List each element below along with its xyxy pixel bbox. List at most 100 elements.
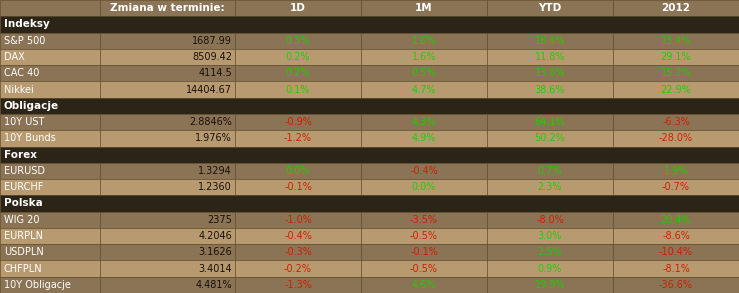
Bar xyxy=(235,33,361,49)
Text: -8.6%: -8.6% xyxy=(662,231,690,241)
Text: EURUSD: EURUSD xyxy=(4,166,45,176)
Bar xyxy=(613,212,739,228)
Bar xyxy=(0,179,100,195)
Bar xyxy=(487,0,613,16)
Bar xyxy=(100,81,235,98)
Text: -0.2%: -0.2% xyxy=(284,264,312,274)
Text: 10Y Bunds: 10Y Bunds xyxy=(4,133,55,143)
Bar xyxy=(487,228,613,244)
Text: 4114.5: 4114.5 xyxy=(198,68,232,78)
Text: -8.1%: -8.1% xyxy=(662,264,690,274)
Text: 0.0%: 0.0% xyxy=(412,182,436,192)
Bar xyxy=(0,228,100,244)
Bar xyxy=(100,260,235,277)
Text: 8509.42: 8509.42 xyxy=(192,52,232,62)
Bar xyxy=(361,163,487,179)
Bar xyxy=(613,33,739,49)
Bar xyxy=(613,163,739,179)
Text: -1.0%: -1.0% xyxy=(284,215,312,225)
Bar xyxy=(235,114,361,130)
Bar xyxy=(0,163,100,179)
Bar xyxy=(613,244,739,260)
Text: -0.1%: -0.1% xyxy=(284,182,312,192)
Text: 0.5%: 0.5% xyxy=(412,68,436,78)
Text: 1687.99: 1687.99 xyxy=(192,36,232,46)
Text: 10Y Obligacje: 10Y Obligacje xyxy=(4,280,71,290)
Bar xyxy=(361,33,487,49)
Text: Indeksy: Indeksy xyxy=(4,19,50,29)
Bar xyxy=(487,49,613,65)
Bar xyxy=(487,277,613,293)
Text: -10.4%: -10.4% xyxy=(659,247,693,257)
Bar xyxy=(235,130,361,146)
Text: 3.0%: 3.0% xyxy=(538,231,562,241)
Bar xyxy=(487,163,613,179)
Text: -36.6%: -36.6% xyxy=(659,280,693,290)
Text: EURCHF: EURCHF xyxy=(4,182,44,192)
Text: 3.4014: 3.4014 xyxy=(198,264,232,274)
Text: Polska: Polska xyxy=(4,198,43,209)
Text: EURPLN: EURPLN xyxy=(4,231,43,241)
Text: 4.481%: 4.481% xyxy=(195,280,232,290)
Bar xyxy=(0,244,100,260)
Text: 4.3%: 4.3% xyxy=(412,117,436,127)
Text: 1.6%: 1.6% xyxy=(412,52,436,62)
Bar xyxy=(235,244,361,260)
Text: 0.0%: 0.0% xyxy=(286,166,310,176)
Bar xyxy=(361,130,487,146)
Text: 13.0%: 13.0% xyxy=(535,68,565,78)
Bar xyxy=(487,179,613,195)
Text: Zmiana w terminie:: Zmiana w terminie: xyxy=(110,3,225,13)
Text: -0.5%: -0.5% xyxy=(410,264,438,274)
Bar xyxy=(0,33,100,49)
Text: -1.3%: -1.3% xyxy=(284,280,312,290)
Bar xyxy=(100,65,235,81)
Text: 22.9%: 22.9% xyxy=(661,84,692,95)
Text: 0.2%: 0.2% xyxy=(286,68,310,78)
Bar xyxy=(100,114,235,130)
Text: -1.2%: -1.2% xyxy=(284,133,312,143)
Bar xyxy=(0,65,100,81)
Bar xyxy=(487,260,613,277)
Bar xyxy=(487,114,613,130)
Text: 18.4%: 18.4% xyxy=(535,36,565,46)
Bar xyxy=(361,0,487,16)
Bar xyxy=(613,277,739,293)
Bar xyxy=(361,244,487,260)
Bar xyxy=(487,33,613,49)
Bar xyxy=(235,179,361,195)
Bar xyxy=(487,244,613,260)
Text: 64.1%: 64.1% xyxy=(535,117,565,127)
Bar xyxy=(361,228,487,244)
Text: -8.0%: -8.0% xyxy=(536,215,564,225)
Text: 0.2%: 0.2% xyxy=(286,52,310,62)
Text: 10Y UST: 10Y UST xyxy=(4,117,44,127)
Bar xyxy=(0,212,100,228)
Text: 1M: 1M xyxy=(415,3,433,13)
Text: 2.8846%: 2.8846% xyxy=(189,117,232,127)
Text: 1.9%: 1.9% xyxy=(664,166,688,176)
Text: 20.4%: 20.4% xyxy=(661,215,691,225)
Text: 1.2360: 1.2360 xyxy=(198,182,232,192)
Bar xyxy=(235,277,361,293)
Text: -0.9%: -0.9% xyxy=(284,117,312,127)
Bar xyxy=(0,49,100,65)
Bar xyxy=(361,212,487,228)
Text: 29.1%: 29.1% xyxy=(661,52,691,62)
Bar xyxy=(100,228,235,244)
Text: WIG 20: WIG 20 xyxy=(4,215,39,225)
Text: 50.2%: 50.2% xyxy=(534,133,565,143)
Bar xyxy=(613,179,739,195)
Text: 13.4%: 13.4% xyxy=(661,36,691,46)
Text: CAC 40: CAC 40 xyxy=(4,68,39,78)
Text: 0.1%: 0.1% xyxy=(286,84,310,95)
Text: 19.9%: 19.9% xyxy=(535,280,565,290)
Bar xyxy=(613,228,739,244)
Text: 4.7%: 4.7% xyxy=(412,84,436,95)
Bar xyxy=(235,49,361,65)
Text: 0.9%: 0.9% xyxy=(538,264,562,274)
Bar xyxy=(0,130,100,146)
Bar xyxy=(0,146,739,163)
Bar xyxy=(100,130,235,146)
Bar xyxy=(613,130,739,146)
